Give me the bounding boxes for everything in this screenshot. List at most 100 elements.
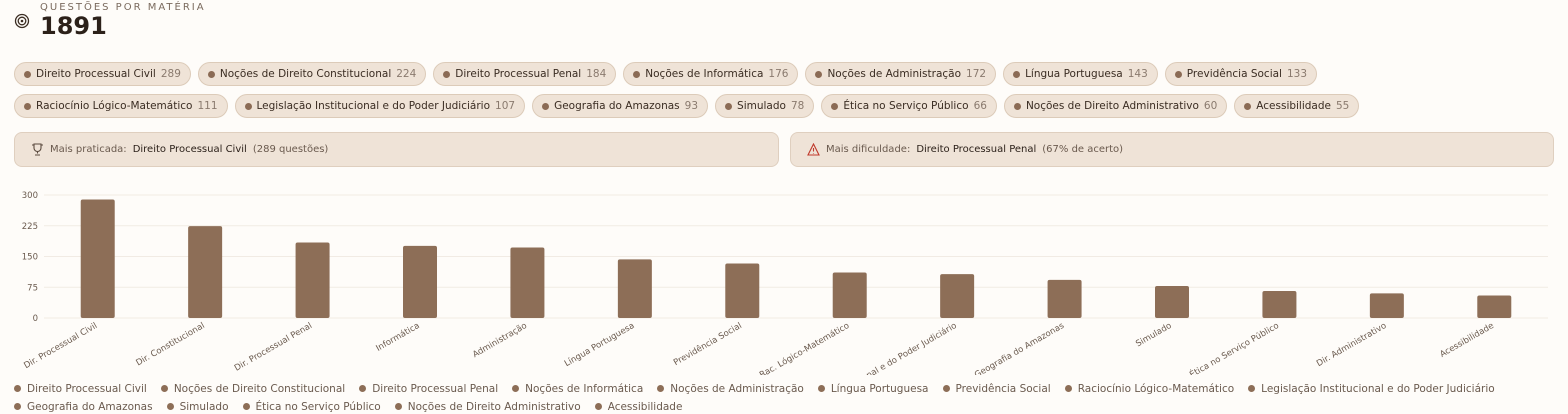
chip: Direito Processual Penal 184: [433, 62, 617, 86]
chip-dot: [725, 102, 733, 110]
legend-swatch: [14, 385, 21, 392]
bar: [940, 274, 975, 318]
chip-dot: [1013, 102, 1021, 110]
legend-item: Direito Processual Penal: [359, 381, 498, 396]
y-tick-label: 225: [22, 222, 38, 232]
legend-label: Previdência Social: [955, 382, 1051, 395]
legend-item: Geografia do Amazonas: [14, 399, 153, 414]
chip-count: 55: [1336, 100, 1350, 112]
chip-dot: [1013, 70, 1021, 78]
card-detail: (289 questões): [252, 144, 329, 155]
legend-item: Língua Portuguesa: [817, 381, 929, 396]
chip-count: 172: [966, 68, 987, 80]
chip: Ética no Serviço Público 66: [821, 94, 997, 118]
info-card: Mais praticada: Direito Processual Civil (…: [14, 132, 779, 167]
bar: [1047, 279, 1082, 318]
info-card: Mais dificuldade: Direito Processual Pena…: [790, 132, 1554, 167]
x-tick-label: Administração: [471, 321, 529, 360]
bar: [403, 245, 437, 318]
chip-name: Noções de Administração: [827, 68, 962, 80]
card-detail: (67% de acerto): [1042, 144, 1124, 155]
warning-icon: [807, 143, 820, 156]
legend-item: Simulado: [166, 399, 229, 414]
legend-item: Noções de Informática: [512, 381, 643, 396]
bar: [1477, 295, 1512, 318]
legend-label: Geografia do Amazonas: [27, 400, 153, 413]
legend-item: Raciocínio Lógico-Matemático: [1064, 381, 1235, 396]
chip: Língua Portuguesa 143: [1003, 62, 1158, 86]
legend-label: Direito Processual Penal: [372, 382, 499, 395]
target-icon: [14, 13, 30, 28]
chip-name: Legislação Institucional e do Poder Judi…: [256, 100, 491, 112]
legend-item: Ética no Serviço Público: [242, 399, 381, 414]
chip-count: 107: [495, 100, 516, 112]
legend-item: Acessibilidade: [594, 399, 683, 414]
legend: Direito Processual Civil Noções de Direit…: [14, 381, 1554, 414]
chip-count: 224: [396, 68, 417, 80]
legend-swatch: [594, 403, 602, 410]
chip-dot: [542, 102, 550, 110]
chip-dot: [633, 70, 641, 78]
chip: Direito Processual Civil 289: [14, 62, 191, 86]
legend-label: Legislação Institucional e do Poder Judi…: [1261, 382, 1495, 395]
x-tick-label: Rac. Lógico-Matemático: [758, 320, 852, 375]
bar: [188, 226, 223, 318]
legend-swatch: [1064, 385, 1072, 392]
chip-name: Direito Processual Penal: [455, 68, 582, 80]
chip-count: 133: [1286, 68, 1308, 80]
chip-count: 60: [1203, 100, 1218, 112]
bar: [80, 199, 115, 318]
legend-item: Noções de Administração: [657, 381, 804, 396]
legend-swatch: [1248, 385, 1256, 392]
chip-count: 111: [197, 100, 218, 112]
chip: Acessibilidade 55: [1234, 94, 1360, 118]
x-tick-label: Geografia do Amazonas: [973, 321, 1067, 375]
legend-label: Acessibilidade: [607, 400, 683, 413]
chip: Previdência Social 133: [1164, 62, 1318, 86]
header-total: 1891: [40, 12, 107, 40]
chip-name: Geografia do Amazonas: [554, 100, 680, 112]
card-label: Mais praticada:: [50, 144, 127, 155]
trophy-icon: [32, 143, 43, 156]
legend-swatch: [394, 403, 402, 410]
chip-name: Noções de Direito Constitucional: [219, 68, 392, 80]
chip-count: 143: [1127, 68, 1148, 80]
chip: Geografia do Amazonas 93: [532, 94, 709, 118]
chip-count: 78: [790, 100, 805, 112]
x-tick-label: Dir. Processual Civil: [22, 321, 99, 371]
y-tick-label: 150: [22, 253, 38, 263]
chart: 0 75 150 225 300 Dir. Processual Civil Dir. Co…: [22, 191, 1548, 375]
chip: Simulado 78: [715, 94, 815, 118]
x-tick-label: Dir. Administrativo: [1315, 321, 1388, 369]
x-tick-label: Informática: [374, 321, 421, 354]
legend-label: Noções de Direito Constitucional: [173, 382, 346, 395]
card-subject: Direito Processual Civil: [132, 144, 247, 155]
bar: [1369, 293, 1404, 318]
y-tick-label: 300: [22, 191, 38, 201]
legend-swatch: [657, 385, 665, 392]
chip-dot: [244, 102, 252, 110]
chip-name: Ética no Serviço Público: [843, 100, 969, 112]
legend-label: Direito Processual Civil: [27, 382, 147, 395]
chip-dot: [815, 70, 823, 78]
chip-count: 184: [586, 68, 607, 80]
legend-swatch: [942, 385, 950, 392]
legend-label: Raciocínio Lógico-Matemático: [1077, 382, 1235, 395]
legend-item: Previdência Social: [942, 381, 1051, 396]
x-tick-label: Acessibilidade: [1438, 321, 1495, 360]
legend-item: Noções de Direito Constitucional: [160, 381, 346, 396]
legend-swatch: [512, 385, 520, 392]
chip: Noções de Informática 176: [623, 62, 799, 86]
chip-name: Simulado: [737, 100, 786, 112]
bar: [1155, 286, 1189, 318]
bar: [725, 263, 760, 318]
x-tick-label: Dir. Constitucional: [134, 321, 206, 368]
legend-label: Língua Portuguesa: [830, 382, 929, 395]
chip-dot: [24, 102, 31, 110]
legend-swatch: [359, 385, 367, 392]
chip-dot: [207, 70, 215, 78]
legend-item: Legislação Institucional e do Poder Judi…: [1248, 381, 1495, 396]
chip-dot: [1244, 102, 1252, 110]
y-tick-label: 0: [33, 314, 38, 324]
